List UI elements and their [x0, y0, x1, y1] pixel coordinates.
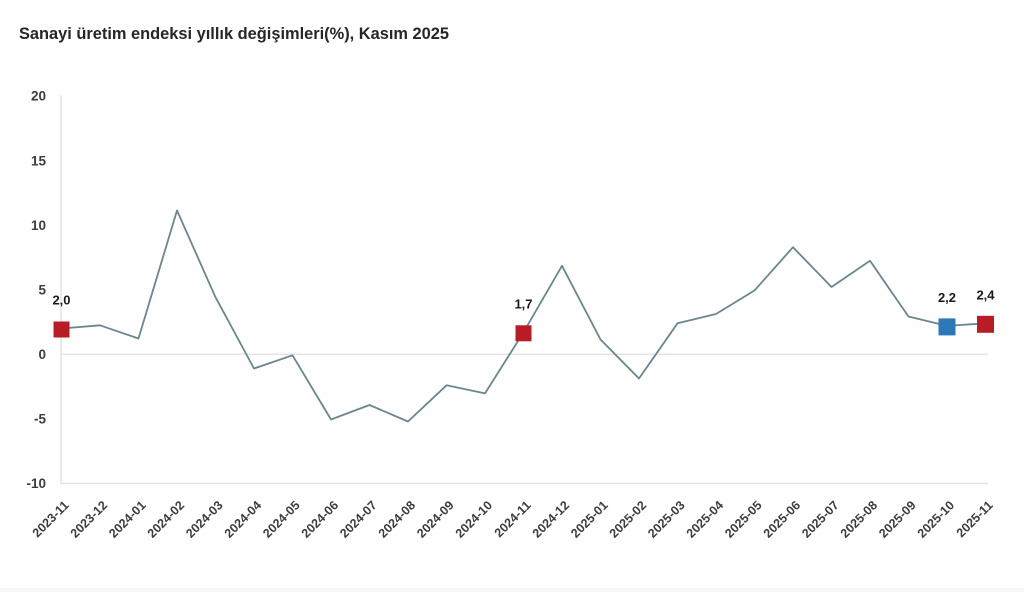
- svg-text:-10: -10: [26, 476, 46, 491]
- svg-text:2024-05: 2024-05: [260, 498, 302, 540]
- svg-text:2024-09: 2024-09: [414, 498, 456, 540]
- svg-text:2024-02: 2024-02: [145, 498, 187, 540]
- svg-text:2025-06: 2025-06: [761, 498, 803, 540]
- svg-text:2024-04: 2024-04: [222, 498, 264, 540]
- svg-text:2025-07: 2025-07: [799, 498, 841, 540]
- svg-text:2,0: 2,0: [52, 293, 70, 308]
- svg-text:10: 10: [31, 218, 46, 233]
- svg-text:20: 20: [31, 89, 46, 104]
- svg-text:2025-02: 2025-02: [607, 498, 649, 540]
- svg-text:2024-06: 2024-06: [299, 498, 341, 540]
- svg-text:2025-11: 2025-11: [954, 498, 996, 540]
- svg-text:2025-05: 2025-05: [722, 498, 764, 540]
- svg-text:2024-12: 2024-12: [530, 498, 572, 540]
- svg-text:5: 5: [38, 283, 46, 298]
- svg-text:2025-09: 2025-09: [876, 498, 918, 540]
- svg-text:15: 15: [31, 153, 47, 168]
- svg-text:2025-01: 2025-01: [568, 498, 610, 540]
- svg-text:1,7: 1,7: [514, 296, 532, 311]
- svg-text:2025-10: 2025-10: [915, 498, 957, 540]
- svg-text:2024-11: 2024-11: [492, 498, 534, 540]
- svg-text:2025-08: 2025-08: [838, 498, 880, 540]
- svg-text:2024-01: 2024-01: [106, 498, 148, 540]
- svg-text:2023-12: 2023-12: [68, 498, 110, 540]
- svg-text:0: 0: [38, 347, 46, 362]
- svg-text:2023-11: 2023-11: [30, 498, 72, 540]
- svg-text:2,2: 2,2: [938, 290, 956, 305]
- svg-text:2025-04: 2025-04: [684, 498, 726, 540]
- svg-text:2024-07: 2024-07: [337, 498, 379, 540]
- svg-text:-5: -5: [34, 412, 46, 427]
- svg-text:2,4: 2,4: [976, 288, 995, 303]
- svg-text:2024-03: 2024-03: [183, 498, 225, 540]
- svg-text:2025-03: 2025-03: [645, 498, 687, 540]
- svg-text:2024-10: 2024-10: [453, 498, 495, 540]
- svg-text:2024-08: 2024-08: [376, 498, 418, 540]
